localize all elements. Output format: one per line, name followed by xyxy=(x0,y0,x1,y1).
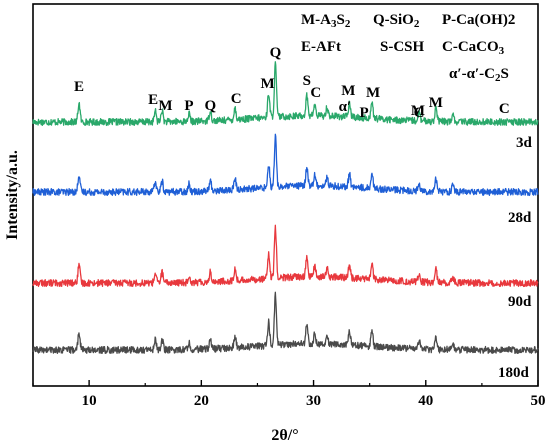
peak-label: M xyxy=(411,103,425,119)
peak-label: M xyxy=(158,98,172,114)
series-label-180d: 180d xyxy=(498,365,530,381)
age-labels: 3d 28d 90d 180d xyxy=(498,135,533,381)
peak-label: E xyxy=(74,79,84,95)
peak-label: C xyxy=(310,85,321,101)
peak-label: C xyxy=(414,105,425,121)
peak-label: M xyxy=(429,95,443,111)
series-label-3d: 3d xyxy=(516,135,533,151)
series-line-90d xyxy=(32,224,539,288)
peak-label: P xyxy=(184,98,193,114)
legend-item-alpha: α′-α′-C2S xyxy=(449,66,509,84)
legend-item-p: P-Ca(OH)2 xyxy=(442,12,515,28)
peak-label: C xyxy=(499,101,510,117)
series-line-3d xyxy=(32,61,539,127)
legend-item-e: E-AFt xyxy=(301,39,341,55)
legend-item-q: Q-SiO2 xyxy=(373,12,420,30)
legend: M-A3S2 Q-SiO2 P-Ca(OH)2 E-AFt S-CSH C-Ca… xyxy=(301,12,515,84)
legend-item-c: C-CaCO3 xyxy=(442,39,505,57)
series-label-28d: 28d xyxy=(508,210,532,226)
x-tick-label: 50 xyxy=(531,393,546,409)
peak-label: Q xyxy=(204,98,216,114)
peak-label: E xyxy=(148,92,158,108)
x-axis: 10 20 30 40 50 xyxy=(32,380,546,409)
plot-frame xyxy=(32,3,539,387)
peak-label: M xyxy=(366,85,380,101)
x-tick-label: 30 xyxy=(306,393,321,409)
series-line-28d xyxy=(32,133,539,197)
x-tick-label: 20 xyxy=(194,393,209,409)
x-tick-label: 40 xyxy=(418,393,433,409)
series-line-180d xyxy=(32,291,539,355)
peak-label: M xyxy=(341,83,355,99)
peak-label: S xyxy=(303,73,311,89)
y-axis-label: Intensity/a.u. xyxy=(4,150,21,240)
peak-label: α′ xyxy=(339,99,352,115)
legend-item-s: S-CSH xyxy=(380,39,425,55)
series-label-90d: 90d xyxy=(508,294,532,310)
peak-label: M xyxy=(260,76,274,92)
x-tick-label: 10 xyxy=(82,393,97,409)
x-axis-label: 2θ/° xyxy=(271,427,298,444)
peak-label: C xyxy=(231,91,242,107)
peak-label: P xyxy=(359,105,368,121)
series-layer xyxy=(32,61,539,355)
legend-item-m: M-A3S2 xyxy=(301,12,351,30)
peak-label: Q xyxy=(270,45,282,61)
